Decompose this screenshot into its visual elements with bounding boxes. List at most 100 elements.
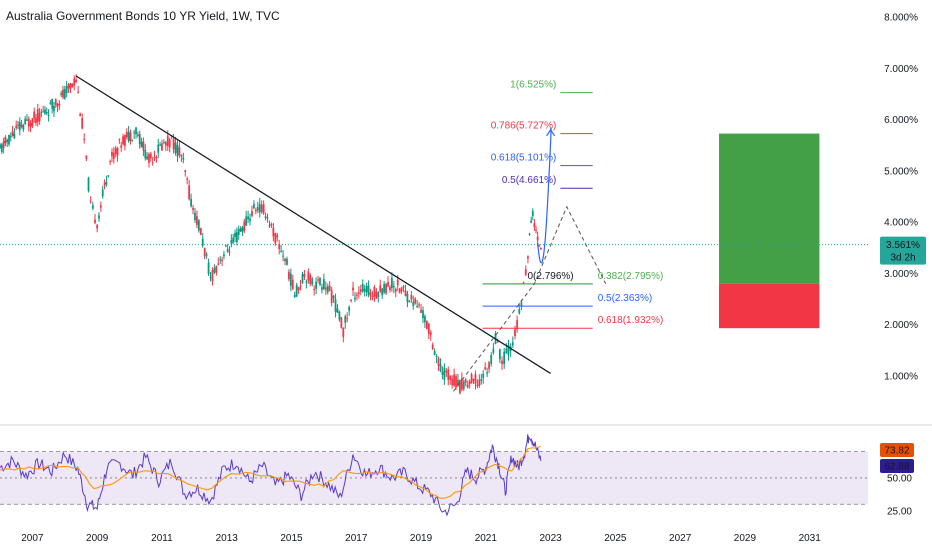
price-candle-body xyxy=(83,138,86,140)
price-candle-body xyxy=(535,229,537,231)
price-candle-body xyxy=(201,238,204,246)
x-tick-label: 2009 xyxy=(86,533,109,544)
price-candle-body xyxy=(520,302,523,307)
x-tick-label: 2027 xyxy=(669,533,692,544)
price-candle-body xyxy=(518,308,521,314)
price-candle-body xyxy=(40,111,43,113)
trendline xyxy=(75,75,551,374)
price-candle-body xyxy=(303,273,306,277)
y-tick-label: 7.000% xyxy=(884,64,918,75)
price-candle-body xyxy=(319,278,321,285)
price-candle-body xyxy=(168,139,171,148)
price-candle-body xyxy=(207,262,210,274)
price-candle-body xyxy=(22,125,25,130)
price-candle-body xyxy=(408,301,411,303)
price-candle-body xyxy=(422,310,424,319)
current-value-badge xyxy=(880,236,926,265)
price-candle-body xyxy=(228,251,231,253)
price-candle-body xyxy=(164,142,167,146)
x-tick-label: 2013 xyxy=(216,533,239,544)
price-candle-body xyxy=(11,131,14,137)
price-candle-body xyxy=(278,244,281,250)
price-candle-body xyxy=(140,141,143,148)
price-candle-body xyxy=(313,288,316,290)
price-candle-body xyxy=(266,217,269,219)
price-candle-body xyxy=(332,295,335,299)
price-candle-body xyxy=(418,304,421,306)
price-candle-body xyxy=(451,378,454,386)
price-candle-body xyxy=(114,148,117,154)
price-candle-body xyxy=(31,118,34,127)
price-candle-body xyxy=(53,105,55,112)
y-tick-label: 8.000% xyxy=(884,13,918,24)
price-candle-body xyxy=(344,316,347,323)
price-candle-body xyxy=(445,370,448,373)
price-candle-body xyxy=(89,200,92,202)
price-candle-body xyxy=(111,152,113,157)
price-candle-body xyxy=(4,137,7,144)
fib-extension-label: 0.786(5.727%) xyxy=(491,121,557,132)
price-candle-body xyxy=(338,311,341,320)
price-candle-body xyxy=(299,285,302,287)
price-candle-body xyxy=(258,203,261,213)
price-candle-body xyxy=(47,115,50,117)
price-candle-body xyxy=(155,157,158,159)
price-candle-body xyxy=(33,111,36,119)
price-candle-body xyxy=(357,292,360,294)
rsi-value-label: 62.88 xyxy=(884,462,909,473)
price-candle-body xyxy=(226,249,229,252)
price-candle-body xyxy=(85,155,88,159)
price-candle-body xyxy=(127,131,130,141)
price-candle-body xyxy=(528,233,531,235)
price-candle-body xyxy=(58,103,61,106)
price-candle-body xyxy=(251,211,253,216)
price-candle-body xyxy=(26,119,28,121)
price-candle-body xyxy=(234,233,236,238)
price-candle-body xyxy=(328,285,331,291)
price-candle-body xyxy=(274,232,277,244)
price-candle-body xyxy=(190,198,192,207)
price-candle-body xyxy=(488,362,490,369)
price-candle-body xyxy=(324,287,327,290)
price-candle-body xyxy=(507,345,510,356)
price-candle-body xyxy=(369,292,372,297)
price-candle-body xyxy=(363,288,366,292)
price-candle-body xyxy=(176,144,179,157)
price-candle-body xyxy=(468,381,471,385)
price-candle-body xyxy=(6,140,9,143)
x-tick-label: 2029 xyxy=(734,533,757,544)
price-candle-body xyxy=(36,109,39,122)
price-candle-body xyxy=(326,286,329,293)
price-candle-body xyxy=(149,153,152,159)
price-candle-body xyxy=(288,271,290,280)
price-candle-body xyxy=(75,79,78,83)
price-candle-body xyxy=(0,144,1,149)
fib-extension-label: 0.5(4.661%) xyxy=(502,175,556,186)
price-candle-body xyxy=(346,317,349,319)
fib-retracement-label: 0.618(1.932%) xyxy=(598,315,664,326)
price-candle-body xyxy=(533,223,536,227)
price-candle-body xyxy=(527,256,529,259)
price-candle-body xyxy=(416,306,419,308)
price-candle-body xyxy=(340,317,343,328)
price-candle-body xyxy=(486,372,489,374)
price-candle-body xyxy=(307,271,310,281)
price-candle-body xyxy=(54,99,57,105)
price-candle-body xyxy=(433,350,436,355)
price-candle-body xyxy=(424,316,426,323)
price-candle-body xyxy=(330,290,333,303)
y-tick-label: 1.000% xyxy=(884,372,918,383)
price-candle-body xyxy=(496,341,499,343)
price-candle-body xyxy=(161,143,163,151)
price-candle-body xyxy=(356,294,358,296)
price-candle-body xyxy=(245,216,248,226)
projection-arrow-head xyxy=(546,128,556,137)
price-candle-body xyxy=(427,323,430,334)
y-tick-label: 2.000% xyxy=(884,320,918,331)
price-candle-body xyxy=(45,112,48,114)
price-candle-body xyxy=(352,287,354,291)
price-candle-body xyxy=(146,156,149,160)
fib-extension-label: 1(6.525%) xyxy=(510,80,556,91)
